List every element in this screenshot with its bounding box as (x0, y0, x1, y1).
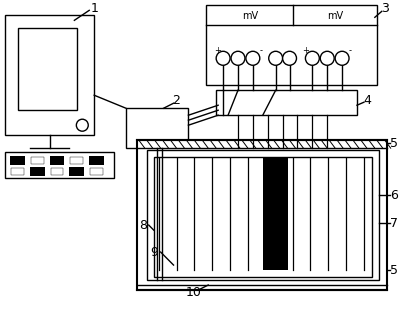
Bar (263, 158, 288, 270)
Text: 7: 7 (390, 217, 398, 230)
Text: mV: mV (242, 11, 258, 21)
Bar (11, 168, 24, 175)
Circle shape (231, 51, 245, 65)
Text: 10: 10 (186, 286, 201, 299)
Text: 8: 8 (139, 219, 147, 232)
Circle shape (335, 51, 349, 65)
Bar (206, 5, 377, 85)
Bar (18, 28, 77, 110)
Bar (126, 108, 188, 148)
Circle shape (76, 119, 88, 131)
Text: 9: 9 (150, 246, 158, 259)
Circle shape (246, 51, 260, 65)
Bar (30, 167, 45, 176)
Bar (69, 167, 84, 176)
Bar (49, 156, 65, 165)
Text: +: + (214, 46, 221, 55)
Circle shape (216, 51, 230, 65)
Text: -: - (259, 46, 262, 55)
Bar (10, 156, 25, 165)
Circle shape (269, 51, 282, 65)
Bar (51, 168, 63, 175)
Bar (5, 15, 94, 135)
Text: 4: 4 (363, 94, 371, 107)
Bar (147, 150, 379, 280)
Circle shape (305, 51, 319, 65)
Bar (90, 168, 103, 175)
Bar (154, 157, 372, 277)
Text: 5: 5 (390, 137, 398, 150)
Bar (137, 140, 387, 290)
Text: 2: 2 (173, 94, 180, 107)
Circle shape (320, 51, 334, 65)
Bar (89, 156, 104, 165)
Bar (216, 90, 357, 115)
Bar (31, 157, 43, 164)
Text: 3: 3 (381, 2, 389, 15)
Circle shape (282, 51, 296, 65)
Bar (5, 152, 114, 178)
Text: 6: 6 (390, 188, 397, 202)
Text: -: - (349, 46, 352, 55)
Text: +: + (302, 46, 309, 55)
Text: mV: mV (327, 11, 343, 21)
Text: 5: 5 (390, 264, 398, 277)
Text: 1: 1 (90, 2, 98, 15)
Bar (70, 157, 83, 164)
